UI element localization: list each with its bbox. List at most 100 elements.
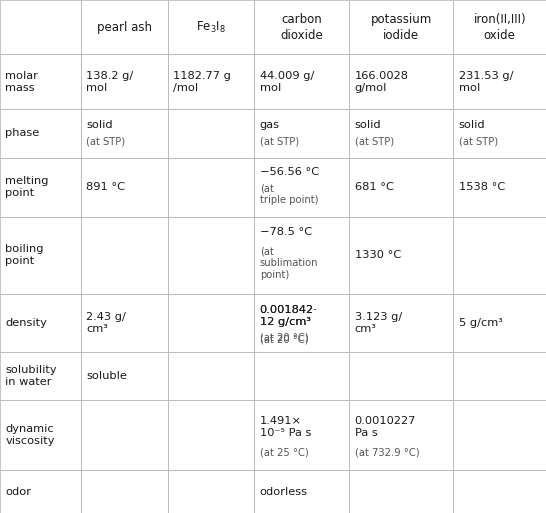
Text: 0.001842·
12 g/cm³: 0.001842· 12 g/cm³ xyxy=(260,305,317,327)
Bar xyxy=(0,294,81,352)
Text: 138.2 g/
mol: 138.2 g/ mol xyxy=(86,71,134,93)
Bar xyxy=(81,352,168,401)
Text: gas: gas xyxy=(260,120,280,130)
Text: (at
triple point): (at triple point) xyxy=(260,184,318,205)
Text: Fe$_3$I$_8$: Fe$_3$I$_8$ xyxy=(196,19,226,35)
Bar xyxy=(349,352,453,401)
Text: (at STP): (at STP) xyxy=(260,136,299,146)
Text: soluble: soluble xyxy=(86,371,127,381)
Text: potassium
iodide: potassium iodide xyxy=(371,13,432,42)
Bar xyxy=(81,401,168,470)
Text: 681 °C: 681 °C xyxy=(354,182,394,192)
Text: molar
mass: molar mass xyxy=(5,71,38,93)
Bar xyxy=(0,157,81,217)
Bar xyxy=(168,294,254,352)
Text: (at
sublimation
point): (at sublimation point) xyxy=(260,246,318,280)
Text: (at 20 °C): (at 20 °C) xyxy=(260,332,308,342)
Bar xyxy=(254,470,349,513)
Bar xyxy=(81,0,168,54)
Bar xyxy=(168,54,254,109)
Bar xyxy=(349,294,453,352)
Text: (at 732.9 °C): (at 732.9 °C) xyxy=(354,448,419,458)
Bar xyxy=(453,352,546,401)
Text: 5 g/cm³: 5 g/cm³ xyxy=(459,318,503,328)
Bar xyxy=(254,294,349,352)
Bar xyxy=(0,470,81,513)
Bar xyxy=(453,109,546,157)
Bar xyxy=(168,109,254,157)
Text: solubility
in water: solubility in water xyxy=(5,365,57,387)
Text: dynamic
viscosity: dynamic viscosity xyxy=(5,424,55,446)
Bar xyxy=(349,217,453,294)
Text: solid: solid xyxy=(354,120,381,130)
Bar xyxy=(254,217,349,294)
Text: 1538 °C: 1538 °C xyxy=(459,182,505,192)
Bar xyxy=(81,470,168,513)
Text: (at STP): (at STP) xyxy=(354,136,394,146)
Text: 231.53 g/
mol: 231.53 g/ mol xyxy=(459,71,513,93)
Bar xyxy=(168,157,254,217)
Text: 1.491×
10⁻⁵ Pa s: 1.491× 10⁻⁵ Pa s xyxy=(260,416,311,438)
Text: odor: odor xyxy=(5,487,32,497)
Text: (at STP): (at STP) xyxy=(459,136,498,146)
Text: density: density xyxy=(5,318,48,328)
Bar xyxy=(349,470,453,513)
Text: iron(II,III)
oxide: iron(II,III) oxide xyxy=(473,13,526,42)
Bar xyxy=(254,401,349,470)
Bar xyxy=(254,109,349,157)
Bar xyxy=(81,109,168,157)
Bar xyxy=(254,0,349,54)
Text: (at STP): (at STP) xyxy=(86,136,126,146)
Bar xyxy=(0,217,81,294)
Bar xyxy=(453,0,546,54)
Text: odorless: odorless xyxy=(260,487,308,497)
Bar xyxy=(349,401,453,470)
Bar xyxy=(168,352,254,401)
Text: carbon
dioxide: carbon dioxide xyxy=(280,13,323,42)
Text: 2.43 g/
cm³: 2.43 g/ cm³ xyxy=(86,312,126,334)
Text: boiling
point: boiling point xyxy=(5,244,44,266)
Text: melting
point: melting point xyxy=(5,176,49,198)
Bar xyxy=(0,352,81,401)
Text: (at 20 °C): (at 20 °C) xyxy=(260,334,308,344)
Text: −56.56 °C: −56.56 °C xyxy=(260,167,319,177)
Text: 1330 °C: 1330 °C xyxy=(354,250,401,260)
Bar xyxy=(81,217,168,294)
Bar xyxy=(453,470,546,513)
Text: 3.123 g/
cm³: 3.123 g/ cm³ xyxy=(354,312,402,334)
Text: 44.009 g/
mol: 44.009 g/ mol xyxy=(260,71,314,93)
Bar xyxy=(453,217,546,294)
Bar xyxy=(453,294,546,352)
Bar xyxy=(168,217,254,294)
Text: 1182.77 g
/mol: 1182.77 g /mol xyxy=(173,71,231,93)
Text: pearl ash: pearl ash xyxy=(97,21,152,34)
Bar xyxy=(81,54,168,109)
Text: 166.0028
g/mol: 166.0028 g/mol xyxy=(354,71,408,93)
Bar xyxy=(81,157,168,217)
Bar xyxy=(453,401,546,470)
Bar xyxy=(254,352,349,401)
Bar xyxy=(81,294,168,352)
Bar xyxy=(349,157,453,217)
Bar xyxy=(0,0,81,54)
Text: 0.001842·
12 g/cm³: 0.001842· 12 g/cm³ xyxy=(260,305,317,327)
Text: (at 25 °C): (at 25 °C) xyxy=(260,448,308,458)
Text: phase: phase xyxy=(5,128,40,139)
Bar xyxy=(0,109,81,157)
Bar xyxy=(453,54,546,109)
Bar xyxy=(168,0,254,54)
Bar xyxy=(254,54,349,109)
Bar xyxy=(349,109,453,157)
Text: 0.0010227
Pa s: 0.0010227 Pa s xyxy=(354,416,416,438)
Bar xyxy=(168,401,254,470)
Bar xyxy=(349,54,453,109)
Text: solid: solid xyxy=(86,120,113,130)
Bar xyxy=(453,157,546,217)
Bar xyxy=(168,470,254,513)
Bar xyxy=(349,0,453,54)
Bar xyxy=(254,157,349,217)
Bar xyxy=(0,401,81,470)
Text: −78.5 °C: −78.5 °C xyxy=(260,227,312,237)
Bar xyxy=(0,54,81,109)
Text: solid: solid xyxy=(459,120,485,130)
